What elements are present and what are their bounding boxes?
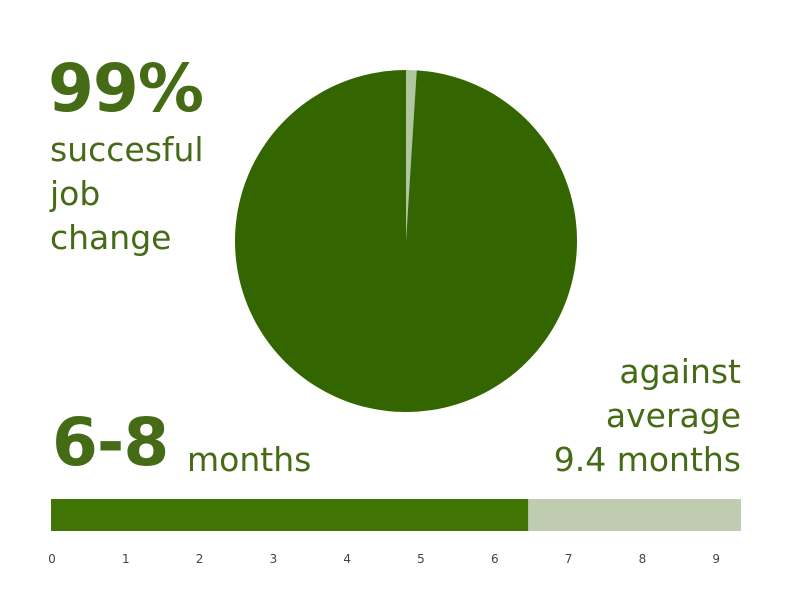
comparison-line: average xyxy=(605,396,741,435)
x-tick-label: 7 xyxy=(565,552,573,566)
x-tick-label: 5 xyxy=(417,552,425,566)
x-tick-label: 9 xyxy=(712,552,720,566)
caption-line: job xyxy=(50,174,101,213)
headline-caption: succesful job change xyxy=(50,128,250,260)
duration-unit: months xyxy=(187,440,312,479)
x-tick-label: 8 xyxy=(639,552,647,566)
x-tick-label: 4 xyxy=(343,552,351,566)
pie-slice xyxy=(406,70,417,241)
comparison-text: against average 9.4 months xyxy=(554,350,741,482)
x-tick-label: 2 xyxy=(196,552,204,566)
pie-slice xyxy=(234,70,577,412)
x-tick-label: 6 xyxy=(491,552,499,566)
x-tick-label: 3 xyxy=(270,552,278,566)
headline-percentage: 99% xyxy=(48,50,204,127)
comparison-line: 9.4 months xyxy=(553,440,741,479)
caption-line: change xyxy=(50,218,172,257)
caption-line: succesful xyxy=(50,130,204,169)
x-tick-label: 0 xyxy=(48,552,56,566)
bar-value xyxy=(51,499,529,531)
comparison-line: against xyxy=(619,352,741,391)
duration-value: 6-8 xyxy=(52,404,169,481)
x-tick-label: 1 xyxy=(122,552,130,566)
